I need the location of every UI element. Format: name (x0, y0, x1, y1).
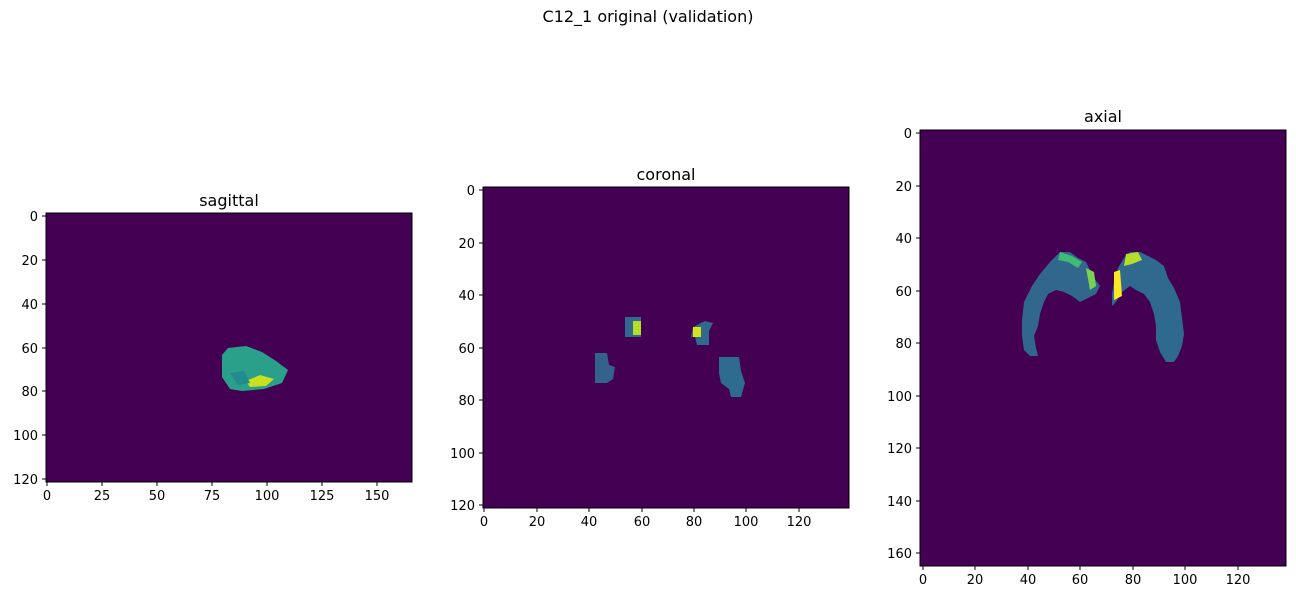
sagittal-title: sagittal (199, 191, 259, 210)
coronal-x-tick: 0 (480, 515, 488, 530)
sagittal-x-tick: 100 (255, 489, 280, 504)
axial-x-tick: 80 (1125, 573, 1142, 588)
sagittal-y-tick: 20 (21, 254, 38, 269)
coronal-x-tick: 80 (686, 515, 703, 530)
coronal-region (595, 353, 615, 383)
axial-y-tick: 80 (895, 337, 912, 352)
sagittal-y-tick: 60 (21, 342, 38, 357)
coronal-y-tick: 120 (450, 499, 475, 514)
axial-x-ticks: 0 20 40 60 80 100 120 (919, 566, 1251, 588)
sagittal-y-tick: 80 (21, 385, 38, 400)
coronal-y-ticks: 0 20 40 60 80 100 120 (450, 184, 483, 514)
axial-y-tick: 60 (895, 285, 912, 300)
axial-y-tick: 100 (887, 390, 912, 405)
axial-y-ticks: 0 20 40 60 80 100 120 140 160 (887, 127, 920, 562)
figure-title: C12_1 original (validation) (542, 7, 754, 26)
coronal-y-tick: 80 (458, 394, 475, 409)
sagittal-x-tick: 150 (365, 489, 390, 504)
axial-title: axial (1084, 107, 1122, 126)
sagittal-y-tick: 120 (13, 473, 38, 488)
coronal-x-ticks: 0 20 40 60 80 100 120 (480, 508, 812, 530)
axial-y-tick: 40 (895, 232, 912, 247)
sagittal-y-tick: 40 (21, 298, 38, 313)
axial-y-tick: 0 (904, 127, 912, 142)
coronal-y-tick: 0 (467, 184, 475, 199)
sagittal-bright-spot (246, 375, 274, 387)
coronal-image-background (483, 187, 849, 508)
axial-x-tick: 0 (919, 573, 927, 588)
sagittal-y-tick: 0 (30, 210, 38, 225)
axial-left-hemisphere (1022, 252, 1100, 356)
coronal-x-tick: 40 (581, 515, 598, 530)
axial-right-hemisphere (1112, 252, 1184, 362)
coronal-x-tick: 120 (787, 515, 812, 530)
sagittal-x-ticks: 0 25 50 75 100 125 150 (43, 482, 390, 504)
axial-image-background (920, 130, 1286, 566)
axial-y-tick: 20 (895, 180, 912, 195)
sagittal-x-tick: 25 (94, 489, 111, 504)
coronal-title: coronal (636, 165, 696, 184)
coronal-x-tick: 100 (734, 515, 759, 530)
axial-x-tick: 60 (1072, 573, 1089, 588)
sagittal-x-tick: 50 (149, 489, 166, 504)
axial-x-tick: 20 (967, 573, 984, 588)
sagittal-y-ticks: 0 20 40 60 80 100 120 (13, 210, 46, 488)
axial-x-tick: 100 (1173, 573, 1198, 588)
sagittal-x-tick: 0 (43, 489, 51, 504)
axial-x-tick: 120 (1226, 573, 1251, 588)
sagittal-y-tick: 100 (13, 429, 38, 444)
axial-y-tick: 140 (887, 495, 912, 510)
coronal-x-tick: 20 (529, 515, 546, 530)
sagittal-image-background (46, 213, 412, 482)
axial-y-tick: 120 (887, 442, 912, 457)
axial-y-tick: 160 (887, 547, 912, 562)
coronal-y-tick: 60 (458, 342, 475, 357)
coronal-y-tick: 100 (450, 447, 475, 462)
coronal-y-tick: 20 (458, 237, 475, 252)
coronal-y-tick: 40 (458, 289, 475, 304)
sagittal-x-tick: 125 (310, 489, 335, 504)
sagittal-x-tick: 75 (204, 489, 221, 504)
coronal-x-tick: 60 (634, 515, 651, 530)
coronal-region (719, 357, 745, 397)
axial-x-tick: 40 (1020, 573, 1037, 588)
